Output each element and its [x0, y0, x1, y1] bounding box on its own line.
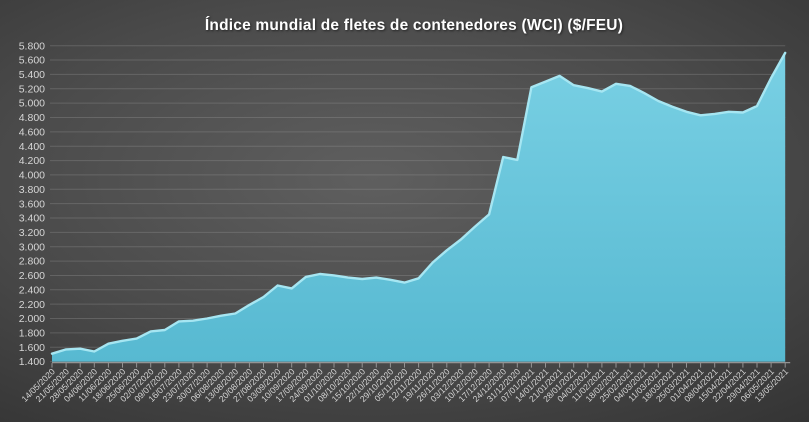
area-fill: [52, 52, 786, 362]
y-tick-label: 4.000: [19, 170, 45, 182]
y-tick-label: 5.000: [19, 98, 45, 110]
y-tick-label: 4.800: [19, 112, 45, 124]
y-tick-label: 3.800: [19, 184, 45, 196]
x-axis: [51, 362, 791, 368]
y-tick-label: 5.600: [19, 55, 45, 67]
y-tick-label: 4.600: [19, 126, 45, 138]
y-tick-label: 2.000: [19, 313, 45, 325]
y-tick-label: 5.200: [19, 83, 45, 95]
y-tick-label: 2.800: [19, 256, 45, 268]
area-series: [50, 51, 787, 362]
y-tick-label: 3.200: [19, 227, 45, 239]
y-tick-label: 5.800: [19, 40, 45, 52]
y-tick-label: 1.400: [19, 356, 45, 368]
y-tick-label: 5.400: [19, 69, 45, 81]
y-tick-label: 3.400: [19, 213, 45, 225]
y-tick-label: 1.800: [19, 327, 45, 339]
x-axis-labels: 14/05/202021/05/202028/05/202004/06/2020…: [19, 366, 790, 404]
y-tick-label: 1.600: [19, 342, 45, 354]
chart-title: Índice mundial de fletes de contenedores…: [204, 17, 624, 34]
y-tick-label: 2.400: [19, 284, 45, 296]
y-tick-label: 4.200: [19, 155, 45, 167]
y-axis-labels: 1.400 1.600 1.800 2.000 2.200 2.400 2.600 2.800…: [19, 40, 45, 368]
y-tick-label: 2.200: [19, 299, 45, 311]
area-top-edge: [50, 51, 787, 355]
y-tick-label: 3.000: [19, 241, 45, 253]
y-tick-label: 2.600: [19, 270, 45, 282]
y-tick-label: 4.400: [19, 141, 45, 153]
y-tick-label: 3.600: [19, 198, 45, 210]
